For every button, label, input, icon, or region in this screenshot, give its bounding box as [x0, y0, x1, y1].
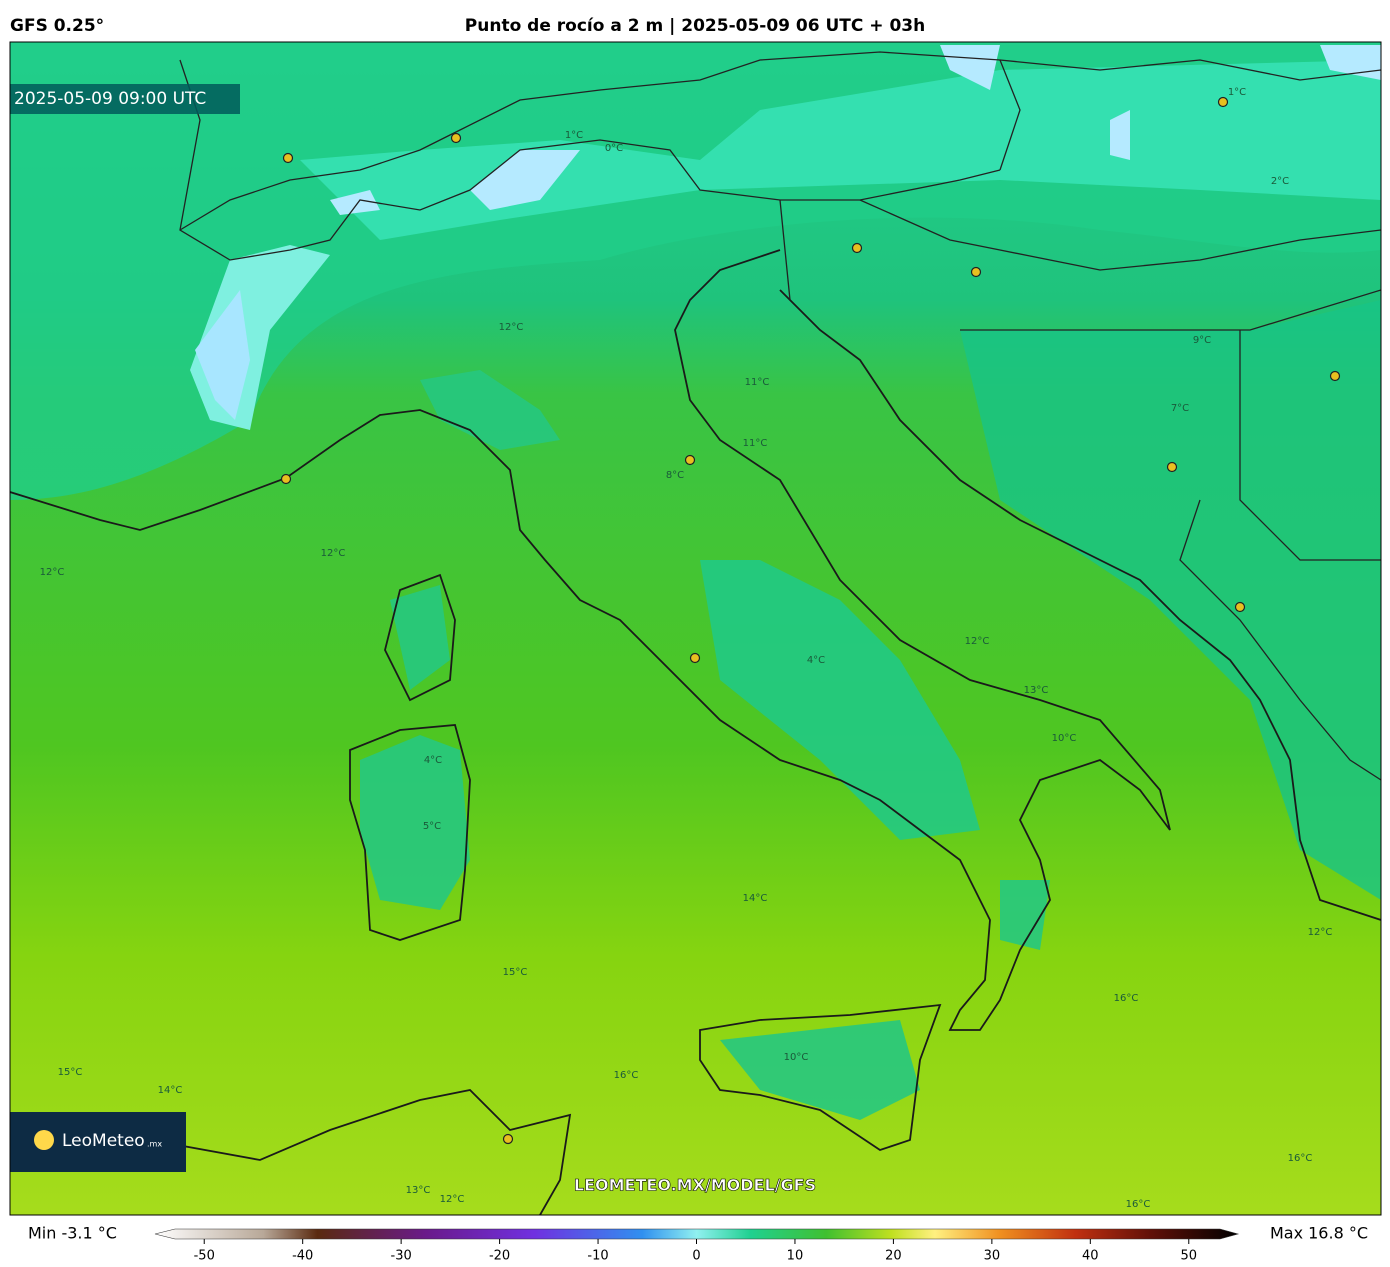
coastlines: [10, 249, 1381, 1215]
logo-name: LeoMeteo: [62, 1131, 145, 1151]
colorbar-tick-label: -50: [194, 1249, 215, 1264]
contour-label: 4°C: [807, 655, 825, 666]
city: [1217, 96, 1229, 108]
colorbar-tick-label: -10: [587, 1249, 608, 1264]
contour-label: 11°C: [745, 377, 770, 388]
contour-label: 16°C: [1288, 1153, 1313, 1164]
contour-label: 15°C: [503, 967, 528, 978]
contour-label: 12°C: [1308, 927, 1333, 938]
contour-label: 11°C: [743, 438, 768, 449]
contour-label: 16°C: [1126, 1199, 1151, 1210]
time-badge: [10, 84, 240, 114]
contour-label: 13°C: [406, 1185, 431, 1196]
city: [689, 652, 701, 664]
colorbar-tick-label: -20: [489, 1249, 510, 1264]
contour-label: 12°C: [965, 636, 990, 647]
logo-sun: [34, 1130, 54, 1150]
colorbar-tick-label: 40: [1082, 1249, 1099, 1264]
contour-label: 16°C: [614, 1070, 639, 1081]
contour-label: 14°C: [158, 1085, 183, 1096]
contour-label: 12°C: [499, 322, 524, 333]
city: [1329, 370, 1341, 382]
contour-label: 10°C: [1052, 733, 1077, 744]
contour-label: 13°C: [1024, 685, 1049, 696]
city: [1234, 601, 1246, 613]
contour-label: 10°C: [784, 1052, 809, 1063]
colorbar-tick-label: 30: [984, 1249, 1001, 1264]
contour-label: 1°C: [1228, 87, 1246, 98]
logo-suffix: .mx: [147, 1140, 162, 1149]
model-name: GFS 0.25°: [10, 16, 104, 36]
contour-label: 14°C: [743, 893, 768, 904]
colorbar-tick-label: 20: [885, 1249, 902, 1264]
map: 12°C 11°C 11°C 8°C 12°C 12°C 4°C 5°C 4°C 14°C 15°C…: [10, 42, 1381, 1215]
field-cold: [195, 290, 250, 420]
map-frame: [9, 41, 1382, 1216]
field-balkans: [960, 300, 1381, 900]
contour-label: 0°C: [605, 143, 623, 154]
min-label: Min -3.1 °C: [28, 1224, 117, 1243]
contour-label: 1°C: [565, 130, 583, 141]
contour-label: 5°C: [423, 821, 441, 832]
city: [970, 266, 982, 278]
contour-label: 2°C: [1271, 176, 1289, 187]
contour-label: 12°C: [321, 548, 346, 559]
city: [684, 454, 696, 466]
contour-label: 7°C: [1171, 403, 1189, 414]
city: [502, 1133, 514, 1145]
max-label: Max 16.8 °C: [1270, 1224, 1368, 1243]
field-apennines: [700, 560, 980, 840]
contour-label: 8°C: [666, 470, 684, 481]
contour-label: 9°C: [1193, 335, 1211, 346]
watermark: LEOMETEO.MX/MODEL/GFS: [574, 1176, 816, 1195]
colorbar-tick-label: 50: [1180, 1249, 1197, 1264]
contour-label: 12°C: [440, 1194, 465, 1205]
city: [450, 132, 462, 144]
city: [282, 152, 294, 164]
city: [280, 473, 292, 485]
colorbar-tick-label: 0: [692, 1249, 700, 1264]
contour-label: 15°C: [58, 1067, 83, 1078]
city: [1166, 461, 1178, 473]
colorbar-tick-label: -30: [391, 1249, 412, 1264]
colorbar-tick-label: -40: [292, 1249, 313, 1264]
contour-label: 4°C: [424, 755, 442, 766]
colorbar: [154, 1228, 1240, 1240]
borders: [179, 51, 1381, 781]
contour-label: 16°C: [1114, 993, 1139, 1004]
contour-label: 12°C: [40, 567, 65, 578]
colorbar-tick-label: 10: [787, 1249, 804, 1264]
map-title: Punto de rocío a 2 m | 2025-05-09 06 UTC…: [465, 16, 925, 36]
valid-time: 2025-05-09 09:00 UTC: [14, 89, 206, 109]
city: [851, 242, 863, 254]
field-alps: [300, 60, 1381, 240]
